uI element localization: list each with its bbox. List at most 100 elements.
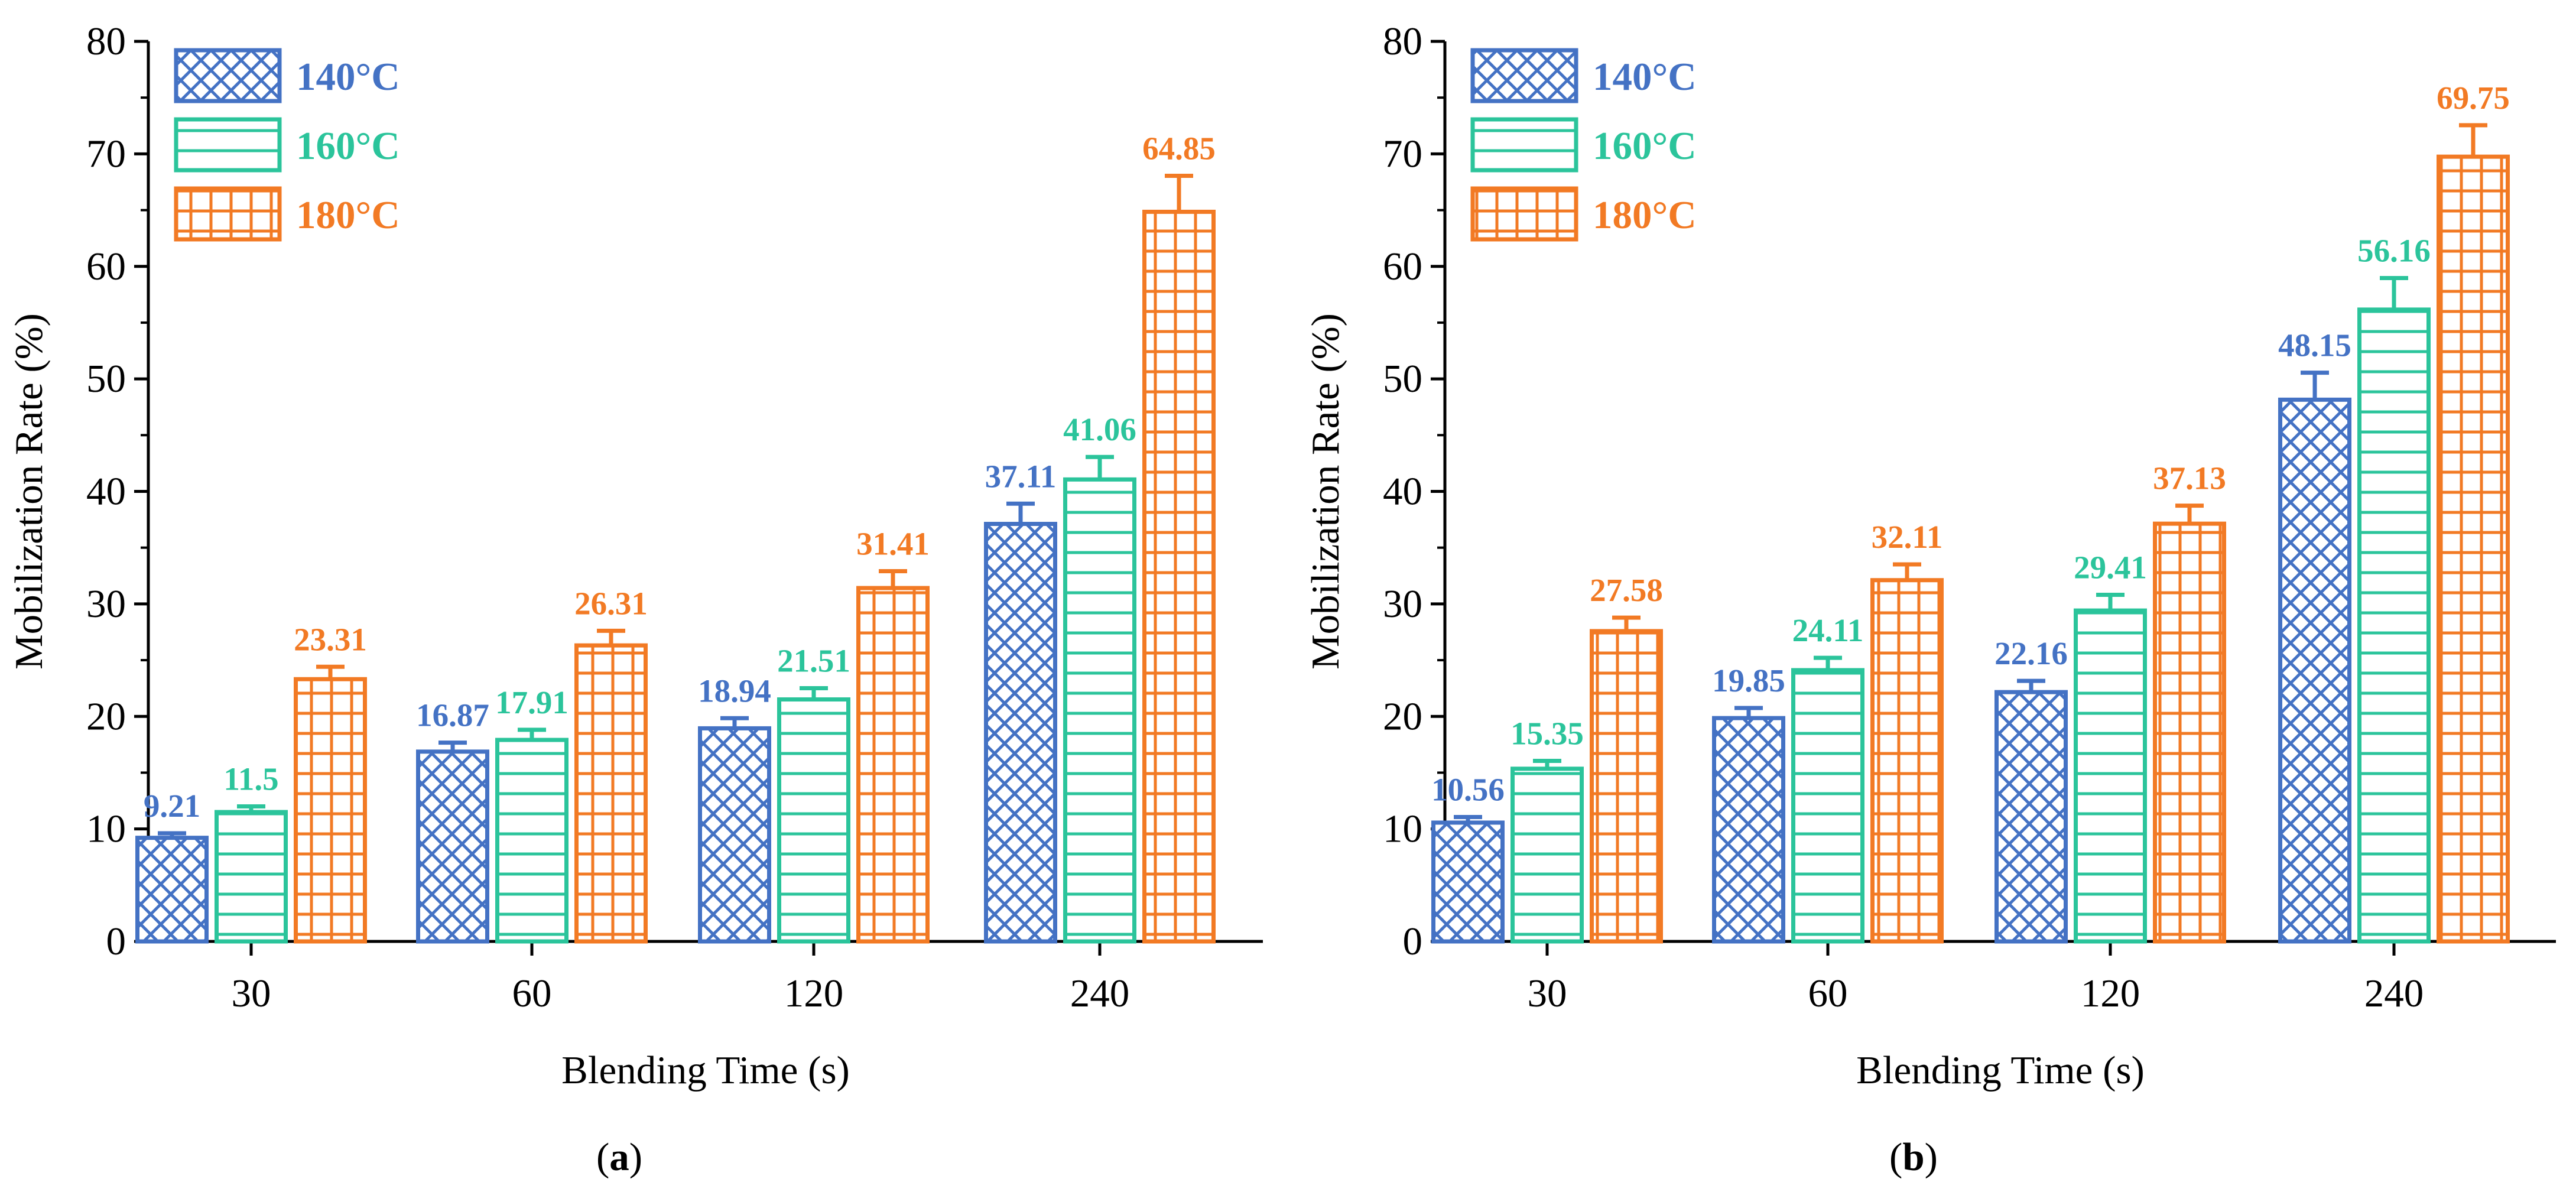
data-label-b: 22.16 <box>1994 635 2068 671</box>
data-label-a: 31.41 <box>856 525 930 561</box>
bar-a-160c-240 <box>1063 477 1136 944</box>
legend-label-a: 140°C <box>296 55 400 99</box>
bar-b-140c-240 <box>2278 397 2351 944</box>
chart-a: 0 10 20 30 40 50 60 70 80 30 60 120 240 Blending Time… <box>7 20 1263 1092</box>
data-label-a: 21.51 <box>777 642 850 678</box>
bar-b-160c-240 <box>2357 307 2431 944</box>
y-axis-title-a: Mobilization Rate (%) <box>7 313 51 670</box>
y-tick-label-a: 80 <box>86 20 126 63</box>
data-label-a: 41.06 <box>1063 411 1136 447</box>
data-label-a: 26.31 <box>574 585 648 621</box>
data-label-a: 9.21 <box>144 788 200 824</box>
bar-a-180c-60 <box>574 643 648 944</box>
x-tick-label-a: 120 <box>784 972 844 1015</box>
y-tick-label-a: 50 <box>86 357 126 401</box>
data-label-b: 24.11 <box>1792 612 1864 648</box>
bar-a-160c-120 <box>777 697 850 944</box>
bar-a-140c-60 <box>416 749 489 944</box>
y-tick-label-a: 10 <box>86 807 126 851</box>
y-tick-label-b: 60 <box>1383 245 1422 288</box>
y-tick-label-b: 70 <box>1383 132 1422 176</box>
panel-label-a-letter: a <box>609 1135 629 1179</box>
legend-label-b: 160°C <box>1593 124 1697 168</box>
data-label-b: 15.35 <box>1510 715 1584 751</box>
legend-swatch-b <box>1470 48 1578 103</box>
panel-label-a-close: ) <box>629 1135 642 1179</box>
bar-b-180c-60 <box>1870 578 1944 944</box>
panel-label-b: (b) <box>1889 1135 1938 1179</box>
bar-b-180c-120 <box>2153 521 2226 944</box>
x-tick-label-b: 30 <box>1528 972 1567 1015</box>
data-label-a: 18.94 <box>698 673 771 709</box>
data-label-a: 37.11 <box>985 458 1057 494</box>
legend-label-a: 180°C <box>296 193 400 237</box>
legend-label-a: 160°C <box>296 124 400 168</box>
y-tick-label-a: 70 <box>86 132 126 176</box>
bar-a-160c-30 <box>215 810 288 944</box>
legend-swatch-a <box>174 186 282 242</box>
y-tick-label-b: 50 <box>1383 357 1422 401</box>
bar-a-140c-120 <box>698 726 771 944</box>
data-label-a: 11.5 <box>223 761 278 797</box>
bar-b-140c-60 <box>1712 716 1785 944</box>
data-label-b: 69.75 <box>2437 80 2510 116</box>
data-label-b: 32.11 <box>1872 519 1943 555</box>
y-tick-label-b: 20 <box>1383 694 1422 738</box>
data-label-b: 27.58 <box>1590 572 1663 608</box>
x-axis-title-a: Blending Time (s) <box>561 1048 850 1092</box>
bar-a-180c-240 <box>1142 209 1216 944</box>
bar-a-140c-30 <box>135 836 209 944</box>
x-tick-label-b: 120 <box>2081 972 2140 1015</box>
y-tick-label-a: 0 <box>106 920 126 963</box>
bar-b-160c-120 <box>2074 608 2147 944</box>
legend-swatch-a <box>174 117 282 173</box>
panel-label-a-open: ( <box>596 1135 609 1179</box>
x-axis-title-b: Blending Time (s) <box>1856 1048 2145 1092</box>
x-tick-label-b: 240 <box>2364 972 2424 1015</box>
y-axis-title-b: Mobilization Rate (%) <box>1304 313 1347 670</box>
bar-a-160c-60 <box>495 738 569 944</box>
bar-a-180c-30 <box>294 677 367 944</box>
data-label-a: 17.91 <box>495 684 569 720</box>
legend-label-b: 180°C <box>1593 193 1697 237</box>
bar-b-140c-120 <box>1994 690 2068 944</box>
legend-swatch-a <box>174 48 282 103</box>
bar-a-180c-120 <box>856 586 930 944</box>
y-tick-label-b: 40 <box>1383 470 1422 514</box>
panel-label-a: (a) <box>596 1135 642 1179</box>
data-label-a: 23.31 <box>294 621 367 657</box>
bar-b-160c-60 <box>1791 668 1864 944</box>
legend-swatch-b <box>1470 186 1578 242</box>
data-label-b: 37.13 <box>2153 460 2226 496</box>
data-label-b: 56.16 <box>2357 233 2431 269</box>
data-label-b: 10.56 <box>1431 771 1505 807</box>
legend-label-b: 140°C <box>1593 55 1697 99</box>
legend-swatch-b <box>1470 117 1578 173</box>
y-tick-label-a: 40 <box>86 470 126 514</box>
x-tick-label-a: 240 <box>1070 972 1130 1015</box>
data-label-a: 64.85 <box>1142 130 1216 166</box>
bar-a-140c-240 <box>984 522 1057 944</box>
y-tick-label-b: 80 <box>1383 20 1422 63</box>
y-tick-label-b: 30 <box>1383 582 1422 626</box>
bar-b-140c-30 <box>1431 820 1505 944</box>
chart-b: 0 10 20 30 40 50 60 70 80 30 60 120 240 Blending Time… <box>1304 20 2556 1092</box>
y-tick-label-b: 10 <box>1383 807 1422 851</box>
panel-label-b-close: ) <box>1925 1135 1938 1179</box>
y-tick-label-a: 30 <box>86 582 126 626</box>
bar-b-180c-30 <box>1590 629 1663 944</box>
panel-label-b-open: ( <box>1889 1135 1902 1179</box>
data-label-a: 16.87 <box>416 697 489 733</box>
data-label-b: 48.15 <box>2278 327 2351 363</box>
data-label-b: 19.85 <box>1712 662 1785 699</box>
data-label-b: 29.41 <box>2074 549 2147 585</box>
bar-b-160c-30 <box>1510 766 1584 944</box>
panel-label-b-letter: b <box>1902 1135 1924 1179</box>
bar-b-180c-240 <box>2437 154 2510 944</box>
y-tick-label-b: 0 <box>1403 920 1423 963</box>
x-tick-label-b: 60 <box>1808 972 1848 1015</box>
y-tick-label-a: 60 <box>86 245 126 288</box>
x-tick-label-a: 30 <box>232 972 271 1015</box>
x-tick-label-a: 60 <box>512 972 552 1015</box>
